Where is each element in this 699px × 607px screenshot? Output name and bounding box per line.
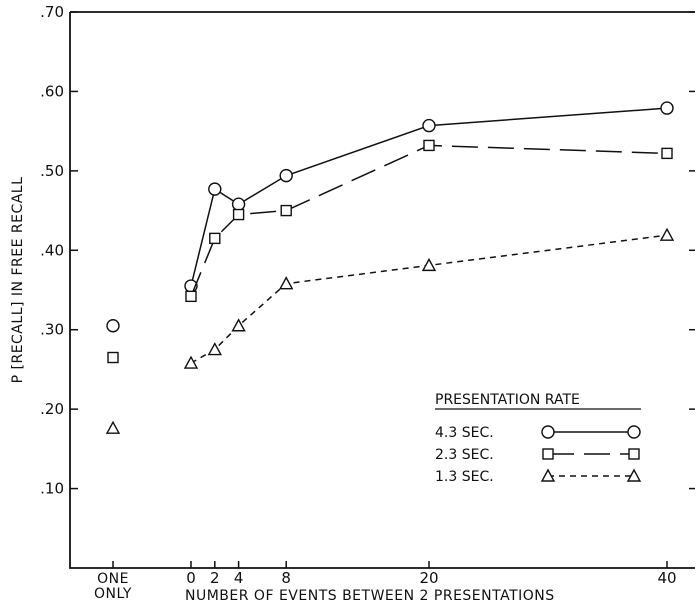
- legend-marker-triangle: [626, 468, 642, 482]
- y-tick-label: .10: [40, 480, 64, 498]
- x-tick-label: 4: [234, 569, 244, 587]
- legend-marker-square: [628, 448, 640, 460]
- axis-frame: [69, 11, 695, 569]
- one-only-label: ONLY: [94, 586, 132, 602]
- data-point-circle: [279, 168, 293, 183]
- y-tick-label: .60: [40, 82, 64, 100]
- x-tick-label: 40: [657, 569, 676, 587]
- data-point-circle: [660, 101, 674, 115]
- x-tick-label: 8: [281, 569, 291, 587]
- data-point-circle: [208, 182, 222, 196]
- y-tick-label: .30: [40, 321, 64, 339]
- legend-label: 1.3 SEC.: [435, 469, 494, 485]
- y-tick-label: .50: [40, 162, 64, 180]
- legend-label: 2.3 SEC.: [435, 447, 494, 463]
- legend-marker-triangle: [540, 468, 556, 482]
- legend-marker-circle: [627, 425, 641, 439]
- series-layer: [105, 101, 675, 434]
- series-line-1: [190, 107, 668, 287]
- one-only-point-triangle: [105, 420, 121, 434]
- one-only-point-square: [107, 351, 119, 364]
- legend-title: PRESENTATION RATE: [435, 392, 580, 408]
- series-line-3: [190, 234, 668, 364]
- x-axis-label: NUMBER OF EVENTS BETWEEN 2 PRESENTATIONS: [185, 588, 555, 604]
- one-only-point-circle: [106, 319, 120, 333]
- y-axis-label: P [RECALL] IN FREE RECALL: [10, 177, 26, 384]
- data-point-circle: [231, 197, 246, 211]
- data-point-square: [423, 139, 435, 152]
- data-point-square: [280, 204, 292, 217]
- data-point-square: [185, 290, 197, 303]
- y-tick-label: .40: [40, 241, 64, 259]
- data-point-triangle: [659, 227, 675, 241]
- y-tick-label: .20: [40, 400, 64, 418]
- data-point-triangle: [231, 318, 246, 332]
- x-tick-label: 20: [419, 569, 438, 587]
- data-point-triangle: [421, 257, 437, 272]
- data-point-square: [232, 208, 245, 221]
- x-tick-label: 2: [210, 569, 220, 587]
- data-point-triangle: [207, 342, 222, 356]
- data-point-square: [661, 147, 673, 160]
- data-point-square: [209, 232, 221, 245]
- one-only-label: ONE: [97, 571, 129, 587]
- data-point-triangle: [183, 355, 199, 369]
- legend-marker-square: [542, 448, 554, 460]
- x-tick-label: 0: [186, 569, 196, 587]
- series-line-2: [190, 144, 668, 297]
- y-tick-label: .70: [40, 3, 64, 21]
- legend-label: 4.3 SEC.: [435, 425, 494, 441]
- legend-marker-circle: [541, 425, 555, 439]
- data-point-circle: [422, 118, 436, 133]
- legend: PRESENTATION RATE 4.3 SEC. 2.3 SEC. 1.3 SEC…: [435, 392, 642, 485]
- data-point-triangle: [279, 276, 294, 290]
